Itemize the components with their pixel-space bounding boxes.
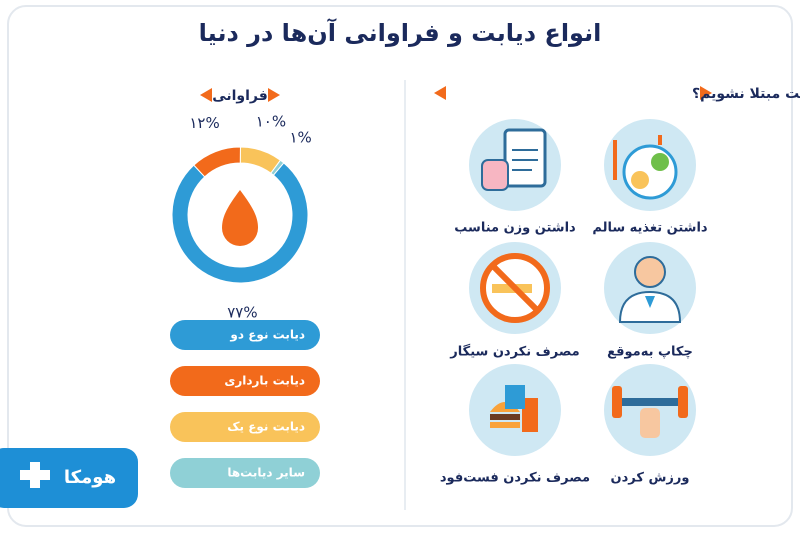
tip-label: داشتن وزن مناسب xyxy=(454,221,576,236)
heading-arrow xyxy=(200,88,212,102)
tip-label: مصرف نکردن فست‌فود xyxy=(440,471,590,486)
legend-label: دیابت نوع یک xyxy=(227,420,305,435)
section-heading: چه کارکنیم به دیابت مبتلا نشویم؟ xyxy=(692,86,800,102)
heading-arrow xyxy=(700,86,712,100)
heading-arrow xyxy=(434,86,446,100)
icon-exercise xyxy=(604,364,696,456)
legend-swatch xyxy=(170,320,320,350)
logo-text: هومکا xyxy=(64,467,116,488)
value-label: ۱۲% xyxy=(189,114,219,132)
icon-bmi xyxy=(469,119,561,211)
value-label: ۱۰% xyxy=(256,113,286,131)
drop-icon xyxy=(222,190,258,246)
tip-label: مصرف نکردن سیگار xyxy=(449,344,579,360)
legend-swatch xyxy=(170,366,320,396)
value-label: ۱% xyxy=(289,128,311,146)
legend-swatch xyxy=(170,458,320,488)
logo: هومکا xyxy=(0,448,138,508)
icon-food xyxy=(604,119,696,211)
legend-swatch xyxy=(170,412,320,442)
legend-label: سایر دیابت‌ها xyxy=(227,466,305,480)
icon-doctor xyxy=(604,242,696,334)
heading-arrow xyxy=(268,88,280,102)
icon-no-smoking xyxy=(469,242,561,334)
title: انواع دیابت و فراوانی آن‌ها در دنیا xyxy=(199,18,602,47)
chart-title: فراوانی xyxy=(212,88,268,104)
tip-label: داشتن تغذیه سالم xyxy=(592,221,708,236)
icon-fastfood xyxy=(469,364,561,456)
value-label: ۷۷% xyxy=(227,303,257,321)
legend-label: دیابت نوع دو xyxy=(229,328,305,343)
heading-bg xyxy=(440,80,710,106)
legend-label: دیابت بارداری xyxy=(224,374,305,388)
tip-label: چکاپ به‌موقع xyxy=(607,345,693,360)
tip-label: ورزش کردن xyxy=(611,471,690,486)
